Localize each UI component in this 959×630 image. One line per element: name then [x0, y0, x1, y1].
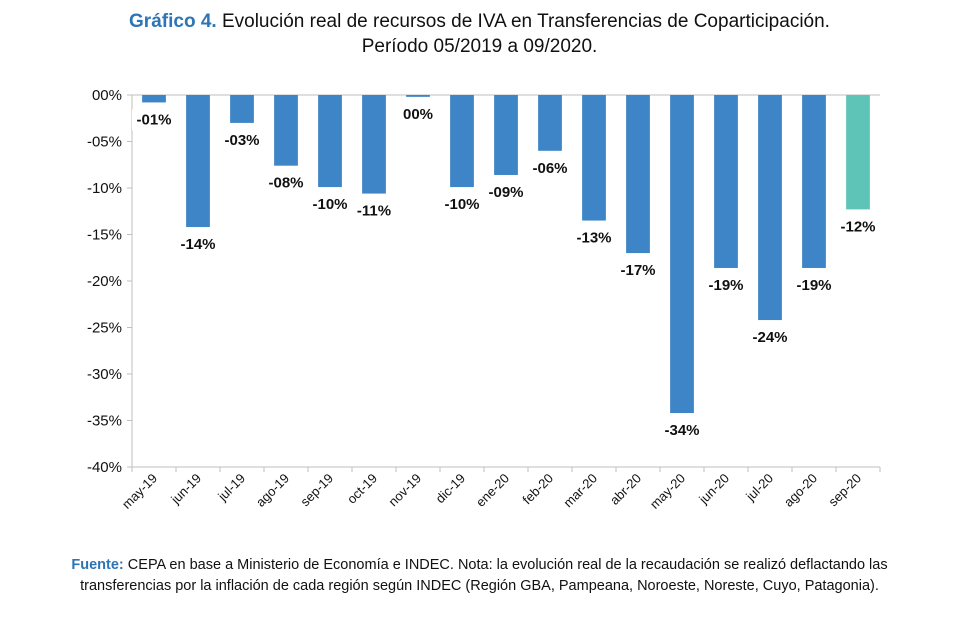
data-label-nov-19: 00% [403, 106, 433, 123]
y-tick-label: -15% [87, 227, 122, 244]
data-label-bg [400, 103, 436, 125]
data-label-bg [660, 420, 704, 442]
y-tick-label: -20% [87, 273, 122, 290]
x-tick-label: ago-20 [781, 471, 820, 510]
x-tick-label: may-19 [119, 471, 160, 512]
bar-chart: 00% -05% -10% -15% -20% -25% -30% -35% -40%may-1… [87, 87, 881, 512]
bar-feb-20 [538, 95, 562, 151]
chart-title: Gráfico 4. Evolución real de recursos de… [0, 9, 959, 59]
x-tick-label: may-20 [647, 471, 688, 512]
x-tick-label: jul-19 [214, 471, 248, 505]
source-label: Fuente: [71, 557, 124, 573]
y-tick-label: -40% [87, 459, 122, 476]
data-label-dic-19: -10% [444, 196, 479, 213]
data-label-ago-19: -08% [268, 175, 303, 192]
x-tick-label: feb-20 [519, 471, 556, 508]
y-tick-label: -25% [87, 320, 122, 337]
data-label-ene-20: -09% [488, 184, 523, 201]
bar-may-19 [142, 95, 166, 103]
data-label-bg [572, 227, 616, 249]
data-label-jul-19: -03% [224, 132, 259, 149]
bar-sep-19 [318, 95, 342, 188]
data-label-bg [352, 200, 396, 222]
source-text: CEPA en base a Ministerio de Economía e … [80, 557, 888, 594]
title-label: Gráfico 4. [129, 11, 217, 32]
source-note: Fuente: CEPA en base a Ministerio de Eco… [40, 555, 919, 597]
x-tick-label: sep-20 [825, 471, 864, 510]
data-label-bg [176, 234, 220, 256]
data-label-bg [484, 181, 528, 203]
bar-mar-20 [582, 95, 606, 221]
data-label-feb-20: -06% [532, 160, 567, 177]
data-label-oct-19: -11% [357, 203, 391, 220]
data-label-bg [528, 157, 572, 179]
bar-abr-20 [626, 95, 650, 254]
data-label-may-20: -34% [664, 422, 699, 439]
title-line-2: Período 05/2019 a 09/2020. [361, 36, 598, 57]
data-label-bg [264, 172, 308, 194]
y-tick-label: -05% [87, 134, 122, 151]
bar-ene-20 [494, 95, 518, 175]
x-tick-label: jun-20 [695, 471, 732, 508]
data-label-bg [704, 274, 748, 296]
chart-data-labels: -01% -14% -03% -08% -10% -11% 00% -10% -09% -06% -… [132, 103, 880, 442]
data-label-sep-19: -10% [312, 196, 347, 213]
data-label-bg [616, 260, 660, 282]
title-line-1: Gráfico 4. Evolución real de recursos de… [0, 9, 959, 34]
data-label-bg [440, 194, 484, 216]
bar-ago-20 [802, 95, 826, 268]
bar-dic-19 [450, 95, 474, 188]
data-label-jul-20: -24% [752, 329, 787, 346]
x-tick-label: jul-20 [742, 471, 776, 505]
chart-bars [142, 95, 870, 414]
y-tick-label: -30% [87, 366, 122, 383]
data-label-ago-20: -19% [796, 277, 831, 294]
bar-sep-20 [846, 95, 870, 210]
bar-nov-19 [406, 95, 430, 97]
bar-oct-19 [362, 95, 386, 194]
data-label-may-19: -01% [136, 111, 171, 128]
y-tick-label: -35% [87, 413, 122, 430]
x-tick-label: abr-20 [607, 471, 644, 508]
x-tick-label: dic-19 [432, 471, 468, 507]
x-tick-label: nov-19 [385, 471, 424, 510]
data-label-bg [308, 194, 352, 216]
y-tick-label: 00% [92, 87, 122, 104]
data-label-mar-20: -13% [576, 230, 611, 247]
y-tick-label: -10% [87, 180, 122, 197]
title-text: Evolución real de recursos de IVA en Tra… [221, 11, 830, 32]
x-tick-label: mar-20 [560, 471, 600, 511]
data-label-bg [836, 216, 880, 238]
x-tick-label: sep-19 [297, 471, 336, 510]
x-tick-label: jun-19 [167, 471, 204, 508]
x-tick-label: oct-19 [344, 471, 380, 507]
data-label-abr-20: -17% [620, 262, 655, 279]
x-tick-label: ago-19 [253, 471, 292, 510]
bar-jul-19 [230, 95, 254, 123]
bar-jun-20 [714, 95, 738, 268]
data-label-jun-19: -14% [180, 236, 215, 253]
bar-jun-19 [186, 95, 210, 228]
bar-jul-20 [758, 95, 782, 321]
data-label-bg [792, 274, 836, 296]
data-label-sep-20: -12% [840, 218, 875, 235]
data-label-bg [748, 327, 792, 349]
data-label-bg [132, 109, 176, 131]
bar-ago-19 [274, 95, 298, 166]
data-label-bg [220, 129, 264, 151]
data-label-jun-20: -19% [708, 277, 743, 294]
bar-may-20 [670, 95, 694, 414]
x-tick-label: ene-20 [473, 471, 512, 510]
